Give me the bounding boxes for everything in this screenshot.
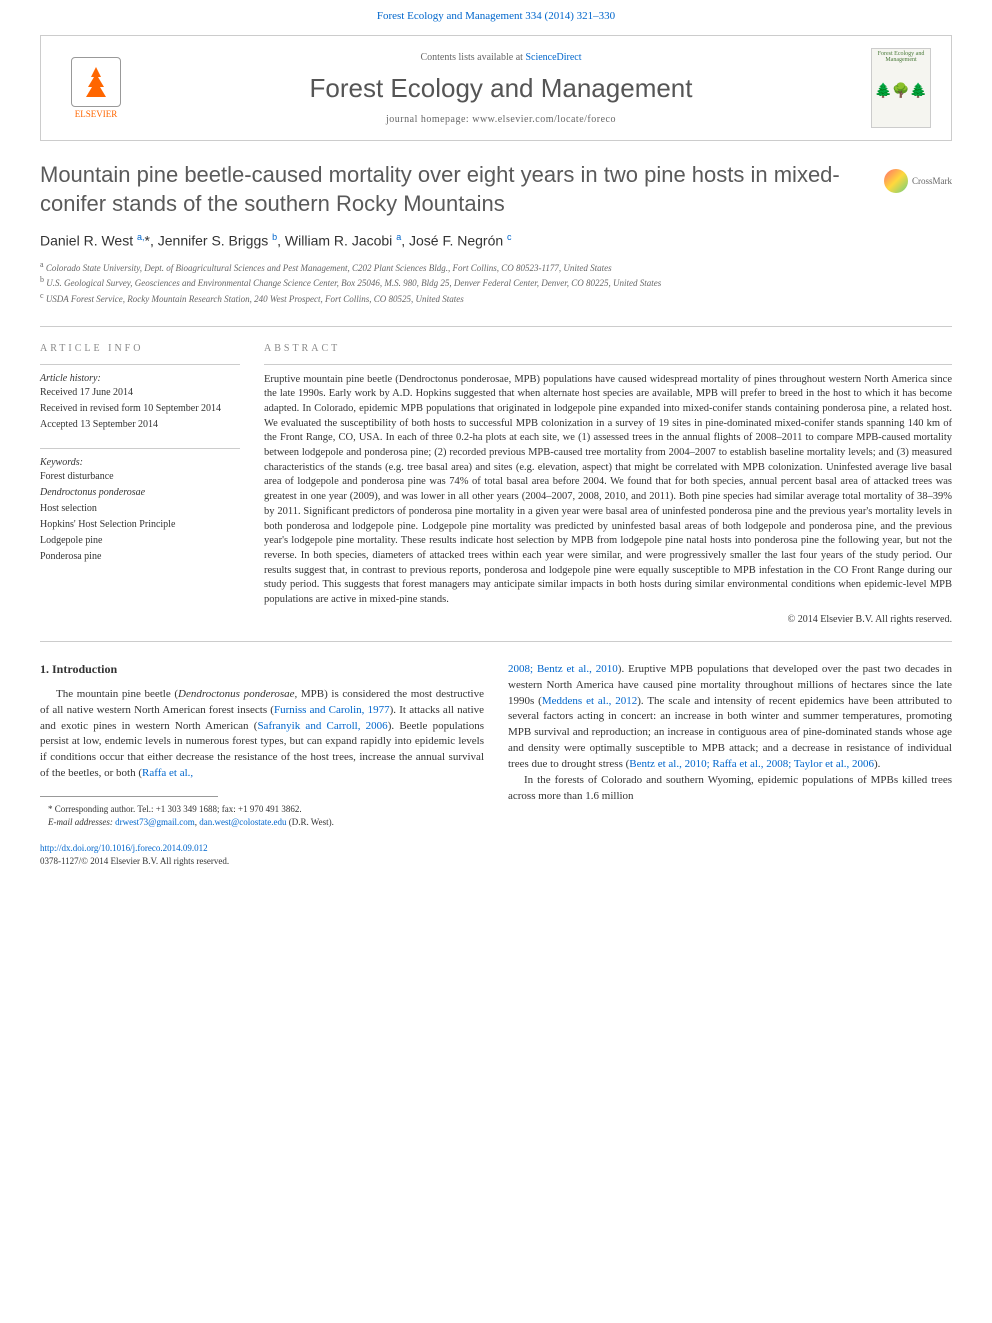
article-header: CrossMark Mountain pine beetle-caused mo… xyxy=(40,161,952,306)
affiliations: a Colorado State University, Dept. of Bi… xyxy=(40,259,952,306)
elsevier-tree-icon xyxy=(71,57,121,107)
accepted-date: Accepted 13 September 2014 xyxy=(40,418,240,432)
article-history-block: Article history: Received 17 June 2014 R… xyxy=(40,373,240,432)
crossmark-label: CrossMark xyxy=(912,176,952,186)
abstract-heading: ABSTRACT xyxy=(264,343,952,354)
body-column-left: 1. Introduction The mountain pine beetle… xyxy=(40,662,484,829)
contents-line: Contents lists available at ScienceDirec… xyxy=(131,52,871,63)
email-link[interactable]: drwest73@gmail.com xyxy=(115,817,195,827)
section-title: Introduction xyxy=(52,662,117,676)
elsevier-label: ELSEVIER xyxy=(75,109,118,119)
keyword-item: Forest disturbance xyxy=(40,470,240,484)
article-info-heading: ARTICLE INFO xyxy=(40,343,240,354)
email-footnote: E-mail addresses: drwest73@gmail.com, da… xyxy=(40,816,484,829)
footnote-separator xyxy=(40,796,218,797)
citation-link[interactable]: Furniss and Carolin, 1977 xyxy=(274,704,390,716)
history-label: Article history: xyxy=(40,373,240,384)
keywords-label: Keywords: xyxy=(40,457,240,468)
info-abstract-row: ARTICLE INFO Article history: Received 1… xyxy=(40,343,952,625)
body-paragraph: The mountain pine beetle (Dendroctonus p… xyxy=(40,687,484,783)
doi-link[interactable]: http://dx.doi.org/10.1016/j.foreco.2014.… xyxy=(40,843,208,853)
affiliation-line: b U.S. Geological Survey, Geosciences an… xyxy=(40,274,952,290)
section-heading: 1. Introduction xyxy=(40,662,484,677)
homepage-prefix: journal homepage: xyxy=(386,114,472,125)
email-link[interactable]: dan.west@colostate.edu xyxy=(199,817,286,827)
keyword-item: Lodgepole pine xyxy=(40,534,240,548)
divider xyxy=(40,326,952,327)
journal-title: Forest Ecology and Management xyxy=(131,73,871,104)
crossmark-icon xyxy=(884,169,908,193)
citation-link[interactable]: 2008; Bentz et al., 2010 xyxy=(508,663,618,675)
keywords-block: Keywords: Forest disturbance Dendroctonus… xyxy=(40,457,240,564)
body-column-right: 2008; Bentz et al., 2010). Eruptive MPB … xyxy=(508,662,952,829)
affiliation-line: a Colorado State University, Dept. of Bi… xyxy=(40,259,952,275)
revised-date: Received in revised form 10 September 20… xyxy=(40,402,240,416)
citation-link[interactable]: Bentz et al., 2010; Raffa et al., 2008; … xyxy=(629,758,874,770)
citation-link[interactable]: Meddens et al., 2012 xyxy=(542,695,637,707)
body-italic: Dendroctonus ponderosae, xyxy=(178,688,297,700)
article-info-column: ARTICLE INFO Article history: Received 1… xyxy=(40,343,240,625)
crossmark-badge[interactable]: CrossMark xyxy=(884,169,952,193)
body-paragraph: 2008; Bentz et al., 2010). Eruptive MPB … xyxy=(508,662,952,774)
keyword-item: Hopkins' Host Selection Principle xyxy=(40,518,240,532)
corresponding-author-footnote: * Corresponding author. Tel.: +1 303 349… xyxy=(40,803,484,816)
divider xyxy=(40,641,952,642)
received-date: Received 17 June 2014 xyxy=(40,386,240,400)
email-label: E-mail addresses: xyxy=(48,817,115,827)
affiliation-line: c USDA Forest Service, Rocky Mountain Re… xyxy=(40,290,952,306)
cover-title: Forest Ecology and Management xyxy=(874,51,928,63)
homepage-line: journal homepage: www.elsevier.com/locat… xyxy=(131,114,871,125)
abstract-text: Eruptive mountain pine beetle (Dendrocto… xyxy=(264,373,952,608)
keyword-item: Ponderosa pine xyxy=(40,550,240,564)
authors-line: Daniel R. West a,*, Jennifer S. Briggs b… xyxy=(40,232,952,249)
body-text-span: ). xyxy=(874,758,880,770)
keyword-item: Dendroctonus ponderosae xyxy=(40,486,240,500)
keyword-item: Host selection xyxy=(40,502,240,516)
journal-banner: ELSEVIER Contents lists available at Sci… xyxy=(40,35,952,141)
body-paragraph: In the forests of Colorado and southern … xyxy=(508,773,952,805)
elsevier-logo[interactable]: ELSEVIER xyxy=(61,48,131,128)
citation-link[interactable]: Forest Ecology and Management 334 (2014)… xyxy=(377,10,615,22)
doi-block: http://dx.doi.org/10.1016/j.foreco.2014.… xyxy=(40,842,952,867)
contents-prefix: Contents lists available at xyxy=(420,52,525,63)
body-two-column: 1. Introduction The mountain pine beetle… xyxy=(40,662,952,829)
citation-link[interactable]: Raffa et al., xyxy=(142,767,193,779)
page-citation-header: Forest Ecology and Management 334 (2014)… xyxy=(0,0,992,27)
citation-link[interactable]: Safranyik and Carroll, 2006 xyxy=(257,720,387,732)
sciencedirect-link[interactable]: ScienceDirect xyxy=(525,52,581,63)
article-title: Mountain pine beetle-caused mortality ov… xyxy=(40,161,952,218)
homepage-url[interactable]: www.elsevier.com/locate/foreco xyxy=(472,114,616,125)
journal-cover-thumbnail[interactable]: Forest Ecology and Management 🌲🌳🌲 xyxy=(871,48,931,128)
abstract-column: ABSTRACT Eruptive mountain pine beetle (… xyxy=(264,343,952,625)
section-number: 1. xyxy=(40,662,49,676)
email-tail: (D.R. West). xyxy=(286,817,333,827)
abstract-copyright: © 2014 Elsevier B.V. All rights reserved… xyxy=(264,614,952,625)
banner-center: Contents lists available at ScienceDirec… xyxy=(131,52,871,125)
issn-copyright: 0378-1127/© 2014 Elsevier B.V. All right… xyxy=(40,856,229,866)
body-text-span: The mountain pine beetle ( xyxy=(56,688,178,700)
